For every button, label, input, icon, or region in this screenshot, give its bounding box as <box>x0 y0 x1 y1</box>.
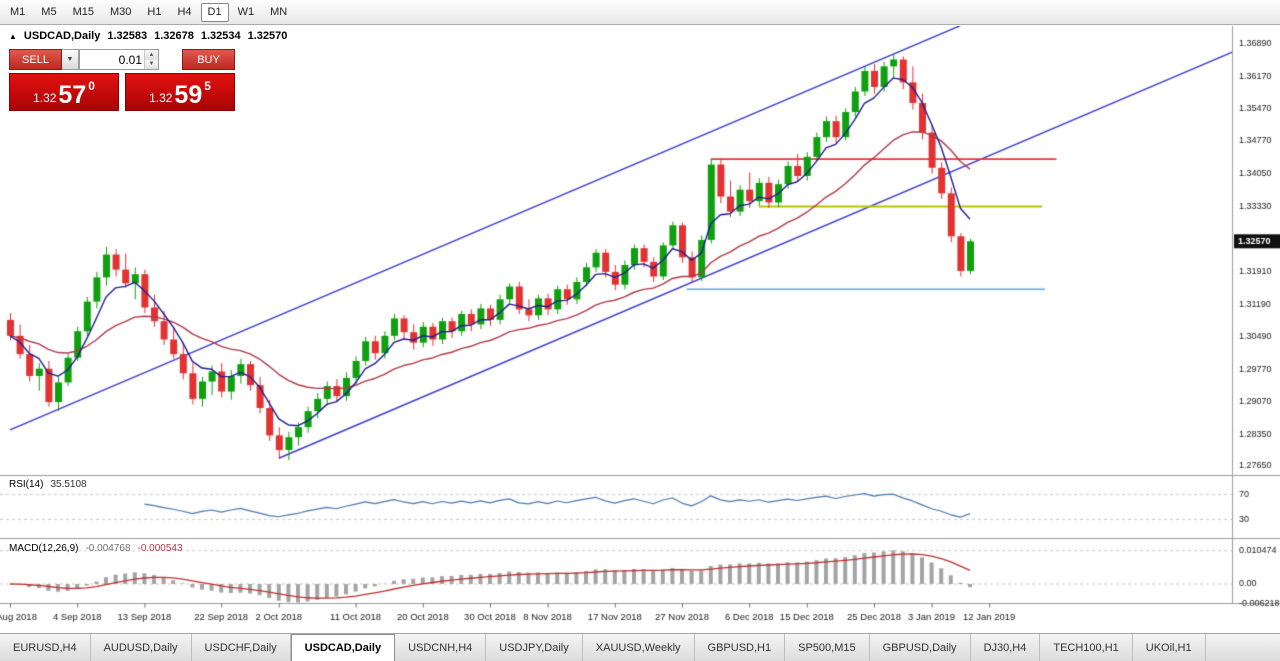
tab-tech100-h1[interactable]: TECH100,H1 <box>1040 634 1133 661</box>
ohlc-high: 1.32678 <box>154 30 194 42</box>
macd-value: -0.004768 <box>85 543 131 554</box>
lot-size-input[interactable] <box>80 50 144 69</box>
tab-ukoil-h1[interactable]: UKOil,H1 <box>1133 634 1206 661</box>
ohlc-low: 1.32534 <box>200 30 241 42</box>
ohlc-open: 1.32583 <box>107 30 148 42</box>
price-chart-canvas[interactable] <box>0 26 1280 633</box>
tab-usdcnh-h4[interactable]: USDCNH,H4 <box>395 634 487 661</box>
timeframe-m1[interactable]: M1 <box>3 3 32 22</box>
timeframe-m15[interactable]: M15 <box>66 3 101 22</box>
chart-symbol-label: USDCAD,Daily <box>23 30 101 42</box>
timeframe-w1[interactable]: W1 <box>231 3 262 22</box>
timeframe-m30[interactable]: M30 <box>103 3 138 22</box>
timeframe-h1[interactable]: H1 <box>140 3 168 22</box>
chevron-down-icon: ▼ <box>66 56 74 63</box>
tab-usdjpy-daily[interactable]: USDJPY,Daily <box>486 634 583 661</box>
bid-quote-button[interactable]: 1.32 57 0 <box>9 73 119 111</box>
timeframe-mn[interactable]: MN <box>263 3 294 22</box>
macd-indicator-label: MACD(12,26,9) -0.004768 -0.000543 <box>9 543 183 554</box>
ohlc-close: 1.32570 <box>247 30 288 42</box>
tab-audusd-daily[interactable]: AUDUSD,Daily <box>91 634 192 661</box>
tab-usdchf-daily[interactable]: USDCHF,Daily <box>192 634 291 661</box>
timeframe-toolbar: M1 M5 M15 M30 H1 H4 D1 W1 MN <box>0 0 1280 25</box>
bid-big-figure: 1.32 <box>33 91 57 105</box>
lot-decrease-button[interactable]: ▼ <box>145 59 158 69</box>
tab-usdcad-daily[interactable]: USDCAD,Daily <box>290 634 396 661</box>
sell-button[interactable]: SELL <box>9 49 62 70</box>
bid-pipette: 0 <box>88 79 95 93</box>
timeframe-d1[interactable]: D1 <box>200 2 229 22</box>
macd-signal-value: -0.000543 <box>137 543 183 554</box>
tab-xauusd-weekly[interactable]: XAUUSD,Weekly <box>583 634 695 661</box>
ask-pipette: 5 <box>204 79 211 93</box>
lot-preset-dropdown[interactable]: ▼ <box>62 49 79 70</box>
tab-gbpusd-daily[interactable]: GBPUSD,Daily <box>870 634 971 661</box>
ask-pips: 59 <box>174 81 203 109</box>
tab-dj30-h4[interactable]: DJ30,H4 <box>971 634 1041 661</box>
lot-increase-button[interactable]: ▲ <box>145 50 158 60</box>
chart-tab-bar: EURUSD,H4 AUDUSD,Daily USDCHF,Daily USDC… <box>0 633 1280 661</box>
timeframe-h4[interactable]: H4 <box>170 3 198 22</box>
chart-header: ▲ USDCAD,Daily 1.32583 1.32678 1.32534 1… <box>9 30 287 42</box>
chart-symbol-icon: ▲ <box>9 31 17 41</box>
bid-pips: 57 <box>58 81 87 109</box>
rsi-indicator-label: RSI(14) 35.5108 <box>9 479 87 490</box>
tab-eurusd-h4[interactable]: EURUSD,H4 <box>0 634 91 661</box>
rsi-name: RSI(14) <box>9 479 44 490</box>
lot-size-stepper: ▲ ▼ <box>144 50 158 69</box>
timeframe-m5[interactable]: M5 <box>34 3 63 22</box>
ask-quote-button[interactable]: 1.32 59 5 <box>125 73 235 111</box>
tab-gbpusd-h1[interactable]: GBPUSD,H1 <box>695 634 786 661</box>
buy-button[interactable]: BUY <box>182 49 235 70</box>
tab-sp500-m15[interactable]: SP500,M15 <box>785 634 870 661</box>
one-click-trading-panel: SELL ▼ ▲ ▼ BUY 1.32 57 0 1.32 59 5 <box>9 49 235 111</box>
macd-name: MACD(12,26,9) <box>9 543 79 554</box>
rsi-value: 35.5108 <box>50 479 87 490</box>
ask-big-figure: 1.32 <box>149 91 173 105</box>
lot-size-field: ▲ ▼ <box>79 49 159 70</box>
